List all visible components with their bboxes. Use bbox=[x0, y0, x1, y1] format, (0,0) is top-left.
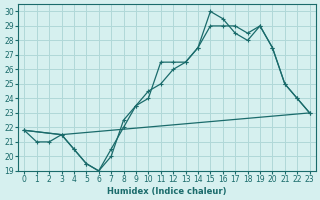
X-axis label: Humidex (Indice chaleur): Humidex (Indice chaleur) bbox=[107, 187, 227, 196]
